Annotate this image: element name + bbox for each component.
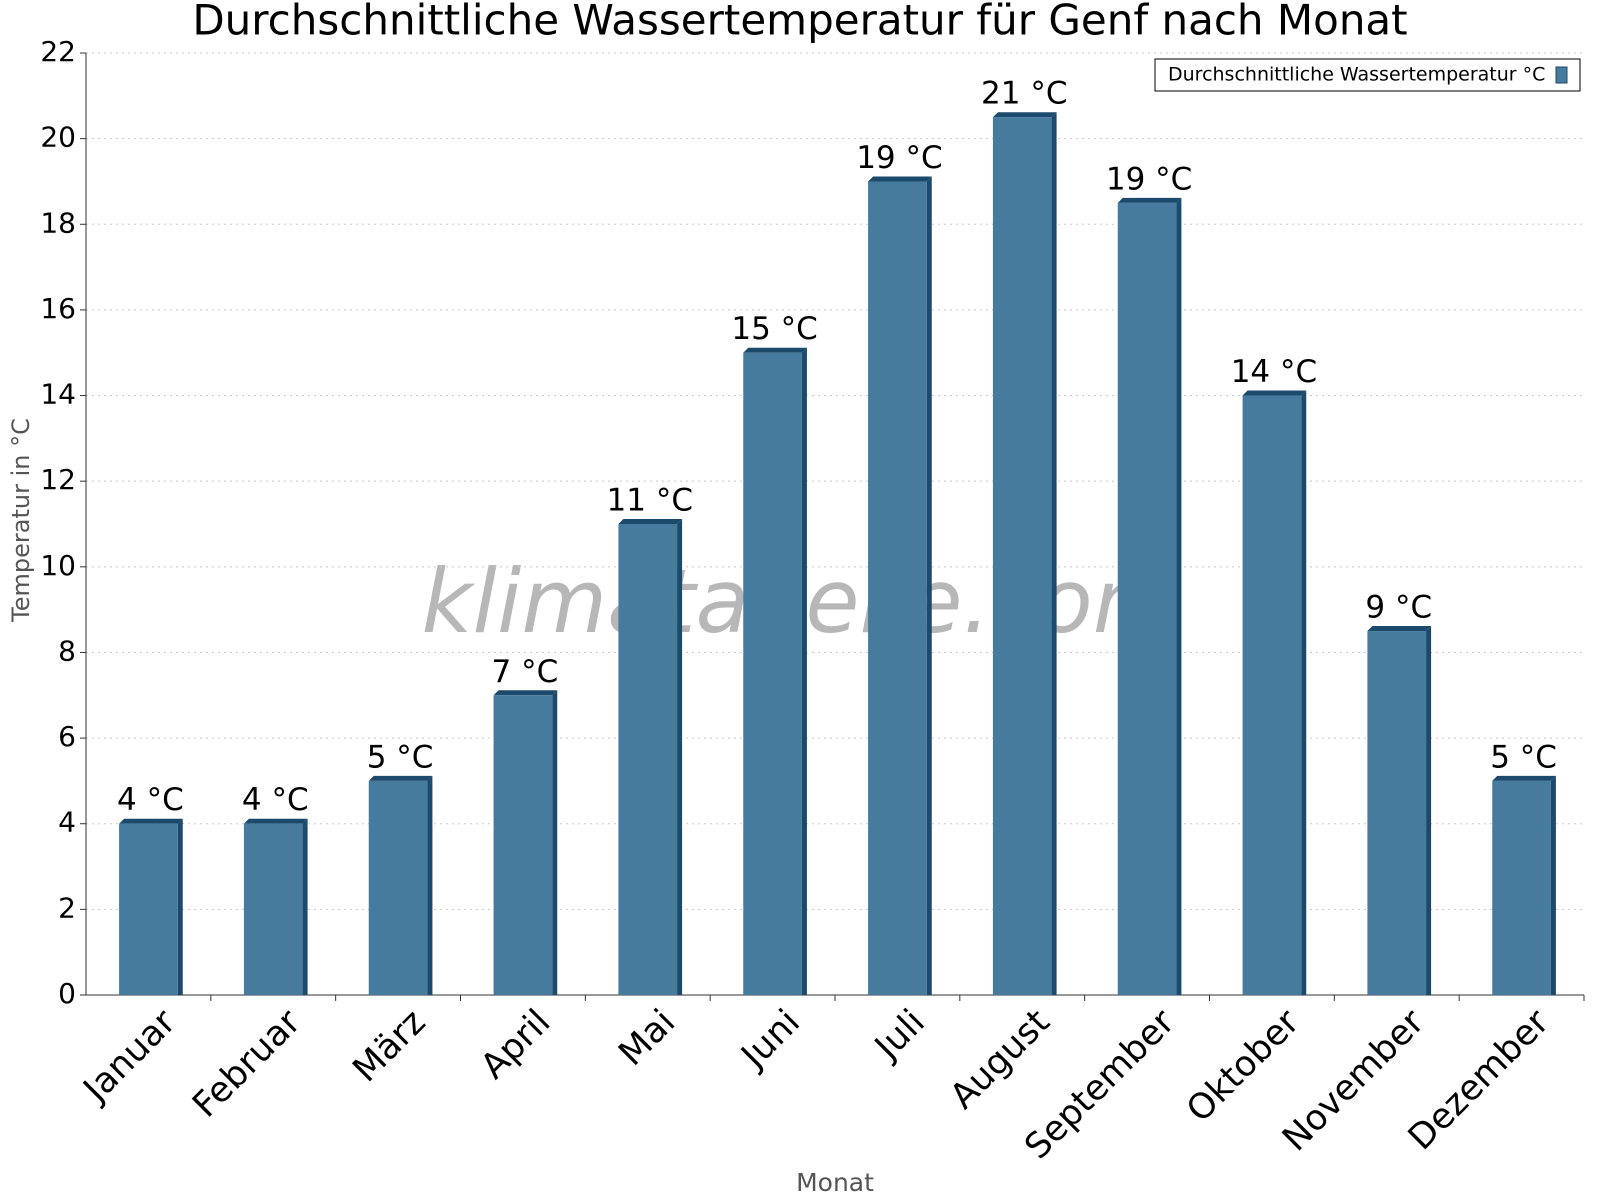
y-tick-label: 8 [58, 634, 76, 667]
bar [1242, 395, 1302, 996]
x-tick-label: März [346, 1002, 434, 1090]
bar-side [1051, 112, 1057, 995]
bar-side [427, 775, 433, 995]
bar [743, 352, 802, 995]
value-label: 4 °C [117, 782, 184, 818]
bar-side [177, 818, 183, 995]
y-tick-label: 4 [58, 806, 76, 839]
y-tick-label: 22 [40, 35, 76, 68]
value-label: 19 °C [1106, 161, 1192, 197]
y-tick-label: 6 [58, 720, 76, 753]
value-label: 7 °C [492, 654, 559, 690]
bar [243, 823, 303, 995]
y-tick-label: 14 [40, 378, 76, 411]
chart-title: Durchschnittliche Wassertemperatur für G… [192, 0, 1407, 45]
bar-top [493, 690, 558, 696]
bar [1492, 780, 1551, 995]
y-tick-label: 0 [58, 977, 76, 1010]
bar [368, 780, 428, 995]
bar [618, 524, 678, 995]
bar-side [926, 176, 932, 996]
y-tick-label: 2 [58, 891, 76, 924]
bar [1367, 631, 1427, 995]
value-label: 11 °C [607, 483, 693, 519]
legend-box [1154, 58, 1581, 92]
y-axis-label: Temperatur in °C [7, 418, 35, 623]
value-label: 4 °C [242, 782, 309, 818]
value-label: 21 °C [981, 76, 1067, 112]
x-tick-label: Juli [866, 1002, 932, 1068]
x-tick-label: August [943, 1002, 1058, 1117]
x-tick-label: Oktober [1179, 1002, 1307, 1130]
bar-side [1426, 626, 1432, 995]
bar-top [1242, 390, 1307, 396]
x-tick-label: Juni [733, 1002, 808, 1077]
value-label: 9 °C [1365, 590, 1432, 626]
y-tick-label: 10 [40, 549, 76, 582]
value-label: 15 °C [731, 311, 817, 347]
bar-side [302, 818, 308, 995]
bar-side [552, 690, 558, 995]
y-tick-label: 18 [40, 206, 76, 239]
bar-side [677, 519, 683, 995]
bar-side [1176, 197, 1182, 995]
bar-side [1301, 390, 1307, 996]
x-tick-label: Januar [75, 1002, 184, 1111]
value-label: 5 °C [1490, 739, 1557, 775]
legend-swatch [1555, 66, 1568, 84]
value-label: 5 °C [367, 739, 434, 775]
value-label: 14 °C [1231, 354, 1317, 390]
y-tick-label: 20 [40, 121, 76, 154]
bar-top [992, 112, 1057, 118]
x-tick-label: Mai [612, 1002, 684, 1074]
bar-side [801, 347, 807, 995]
value-label: 19 °C [856, 140, 942, 176]
bar-top [618, 519, 683, 524]
bar [992, 117, 1052, 995]
legend-label: Durchschnittliche Wassertemperatur °C [1168, 64, 1545, 86]
bar-side [1550, 775, 1556, 995]
bar-top [119, 818, 183, 824]
bar-top [368, 775, 433, 781]
y-tick-label: 16 [40, 292, 76, 325]
bar [493, 695, 553, 995]
bar-top [868, 176, 932, 182]
bar-top [1117, 197, 1182, 203]
bar [119, 823, 178, 995]
bar-top [243, 818, 308, 824]
bar-top [1367, 626, 1432, 632]
y-tick-label: 12 [40, 463, 76, 496]
x-axis-label: Monat [796, 1168, 874, 1197]
bar-top [743, 347, 807, 353]
x-tick-label: Februar [185, 1002, 309, 1126]
bar [1117, 202, 1177, 995]
bar [868, 181, 927, 996]
bar-top [1492, 775, 1556, 781]
x-tick-label: April [473, 1002, 558, 1087]
